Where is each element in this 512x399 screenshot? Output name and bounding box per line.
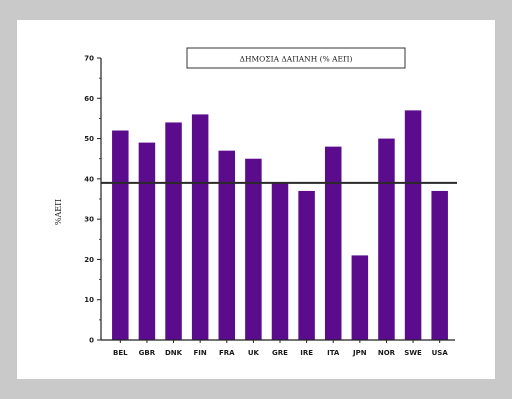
y-axis-title: %ΑΕΠ xyxy=(54,199,63,225)
bar-usa xyxy=(431,190,448,340)
x-tick-label-fin: FIN xyxy=(194,349,207,357)
bar-bel xyxy=(112,130,129,340)
x-tick-label-ire: IRE xyxy=(300,349,313,357)
bar-jpn xyxy=(351,255,369,340)
bar-dnk xyxy=(165,122,182,340)
y-tick-label: 30 xyxy=(84,216,94,224)
bar-nor xyxy=(378,138,395,340)
x-tick-label-ita: ITA xyxy=(327,349,340,357)
x-tick-label-bel: BEL xyxy=(113,349,128,357)
x-tick-label-gbr: GBR xyxy=(139,349,156,357)
bar-fin xyxy=(191,114,209,341)
y-axis: 0 10 20 30 40 50 60 70 xyxy=(84,55,102,345)
bar-chart: ΔΗΜΟΣΙΑ ΔΑΠΑΝΗ (% ΑΕΠ) %ΑΕΠ 0 10 20 30 40 50 6… xyxy=(54,47,457,357)
x-tick-label-uk: UK xyxy=(248,349,260,357)
y-tick-label: 50 xyxy=(84,135,94,143)
x-tick-label-swe: SWE xyxy=(404,349,422,357)
bar-ire xyxy=(298,190,315,340)
y-tick-label: 10 xyxy=(84,296,94,304)
x-tick-label-gre: GRE xyxy=(272,349,288,357)
chart-title-box: ΔΗΜΟΣΙΑ ΔΑΠΑΝΗ (% ΑΕΠ) xyxy=(186,47,406,69)
x-tick-label-jpn: JPN xyxy=(352,349,367,357)
x-tick-label-dnk: DNK xyxy=(165,349,183,357)
bar-swe xyxy=(404,110,422,340)
bar-gre xyxy=(271,182,289,340)
bars xyxy=(112,110,448,341)
bar-gbr xyxy=(138,142,156,340)
bar-fra xyxy=(218,150,236,340)
y-tick-label: 40 xyxy=(84,175,94,183)
y-tick-label: 70 xyxy=(84,55,94,63)
y-tick-label: 60 xyxy=(84,95,94,103)
x-axis: BEL GBR DNK FIN FRA UK GRE IRE ITA JPN NOR SWE USA xyxy=(101,339,455,357)
bar-uk xyxy=(245,158,262,340)
chart-title: ΔΗΜΟΣΙΑ ΔΑΠΑΝΗ (% ΑΕΠ) xyxy=(240,55,353,64)
chart-panel: ΔΗΜΟΣΙΑ ΔΑΠΑΝΗ (% ΑΕΠ) %ΑΕΠ 0 10 20 30 40 50 6… xyxy=(17,20,495,379)
x-tick-label-fra: FRA xyxy=(219,349,235,357)
y-tick-label: 0 xyxy=(89,337,94,345)
y-tick-label: 20 xyxy=(84,256,94,264)
x-tick-label-usa: USA xyxy=(432,349,449,357)
bar-ita xyxy=(324,146,342,340)
x-tick-label-nor: NOR xyxy=(378,349,396,357)
